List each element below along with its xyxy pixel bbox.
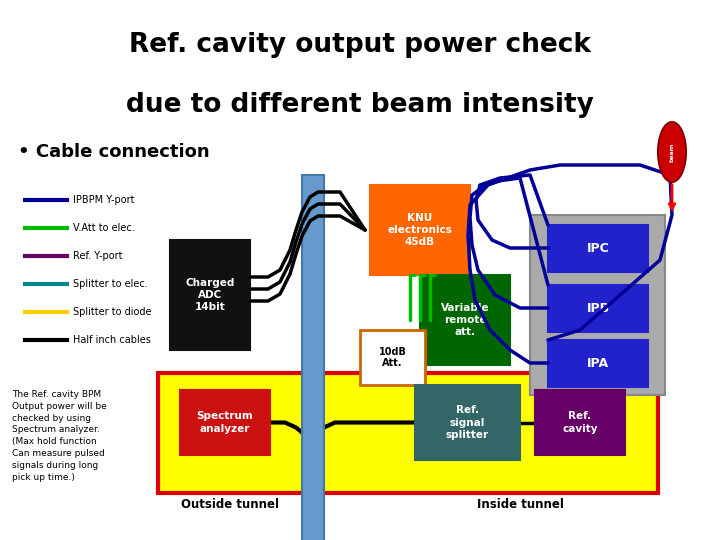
Text: Splitter to elec.: Splitter to elec. [73, 279, 148, 289]
Bar [158, 373, 658, 493]
Bar [302, 175, 324, 540]
Ellipse shape [658, 122, 686, 182]
Bar [548, 340, 648, 387]
Bar [170, 240, 250, 350]
Bar [420, 275, 510, 365]
Text: Half inch cables: Half inch cables [73, 335, 151, 345]
Text: • Cable connection: • Cable connection [18, 143, 210, 161]
Text: The Ref. cavity BPM
Output power will be
checked by using
Spectrum analyzer.
(Ma: The Ref. cavity BPM Output power will be… [12, 390, 107, 482]
Text: Ref.
cavity: Ref. cavity [562, 411, 598, 434]
Text: KNU
electronics
45dB: KNU electronics 45dB [387, 213, 452, 247]
Bar [415, 385, 520, 460]
Text: Ref. cavity output power check: Ref. cavity output power check [129, 32, 591, 58]
Text: V.Att to elec.: V.Att to elec. [73, 223, 135, 233]
Bar [548, 225, 648, 272]
Bar [180, 390, 270, 455]
Text: beam: beam [670, 143, 675, 161]
Text: Ref.
signal
splitter: Ref. signal splitter [446, 405, 489, 440]
Text: Charged
ADC
14bit: Charged ADC 14bit [185, 278, 235, 313]
Text: Splitter to diode: Splitter to diode [73, 307, 151, 317]
Text: IPB: IPB [586, 302, 610, 315]
Bar [530, 215, 665, 395]
Text: IPBPM Y-port: IPBPM Y-port [73, 195, 135, 205]
Text: Inside tunnel: Inside tunnel [477, 498, 564, 511]
Text: IPC: IPC [587, 242, 609, 255]
Bar [548, 285, 648, 332]
Text: Spectrum
analyzer: Spectrum analyzer [197, 411, 253, 434]
Bar [360, 330, 425, 385]
Text: Ref. Y-port: Ref. Y-port [73, 251, 122, 261]
Text: IPA: IPA [587, 357, 609, 370]
Text: Variable
remote
att.: Variable remote att. [441, 302, 490, 338]
Text: IP: IP [590, 313, 606, 327]
Text: due to different beam intensity: due to different beam intensity [126, 92, 594, 118]
Bar [535, 390, 625, 455]
Text: 10dB
Att.: 10dB Att. [379, 347, 406, 368]
Bar [370, 185, 470, 275]
Text: Outside tunnel: Outside tunnel [181, 498, 279, 511]
